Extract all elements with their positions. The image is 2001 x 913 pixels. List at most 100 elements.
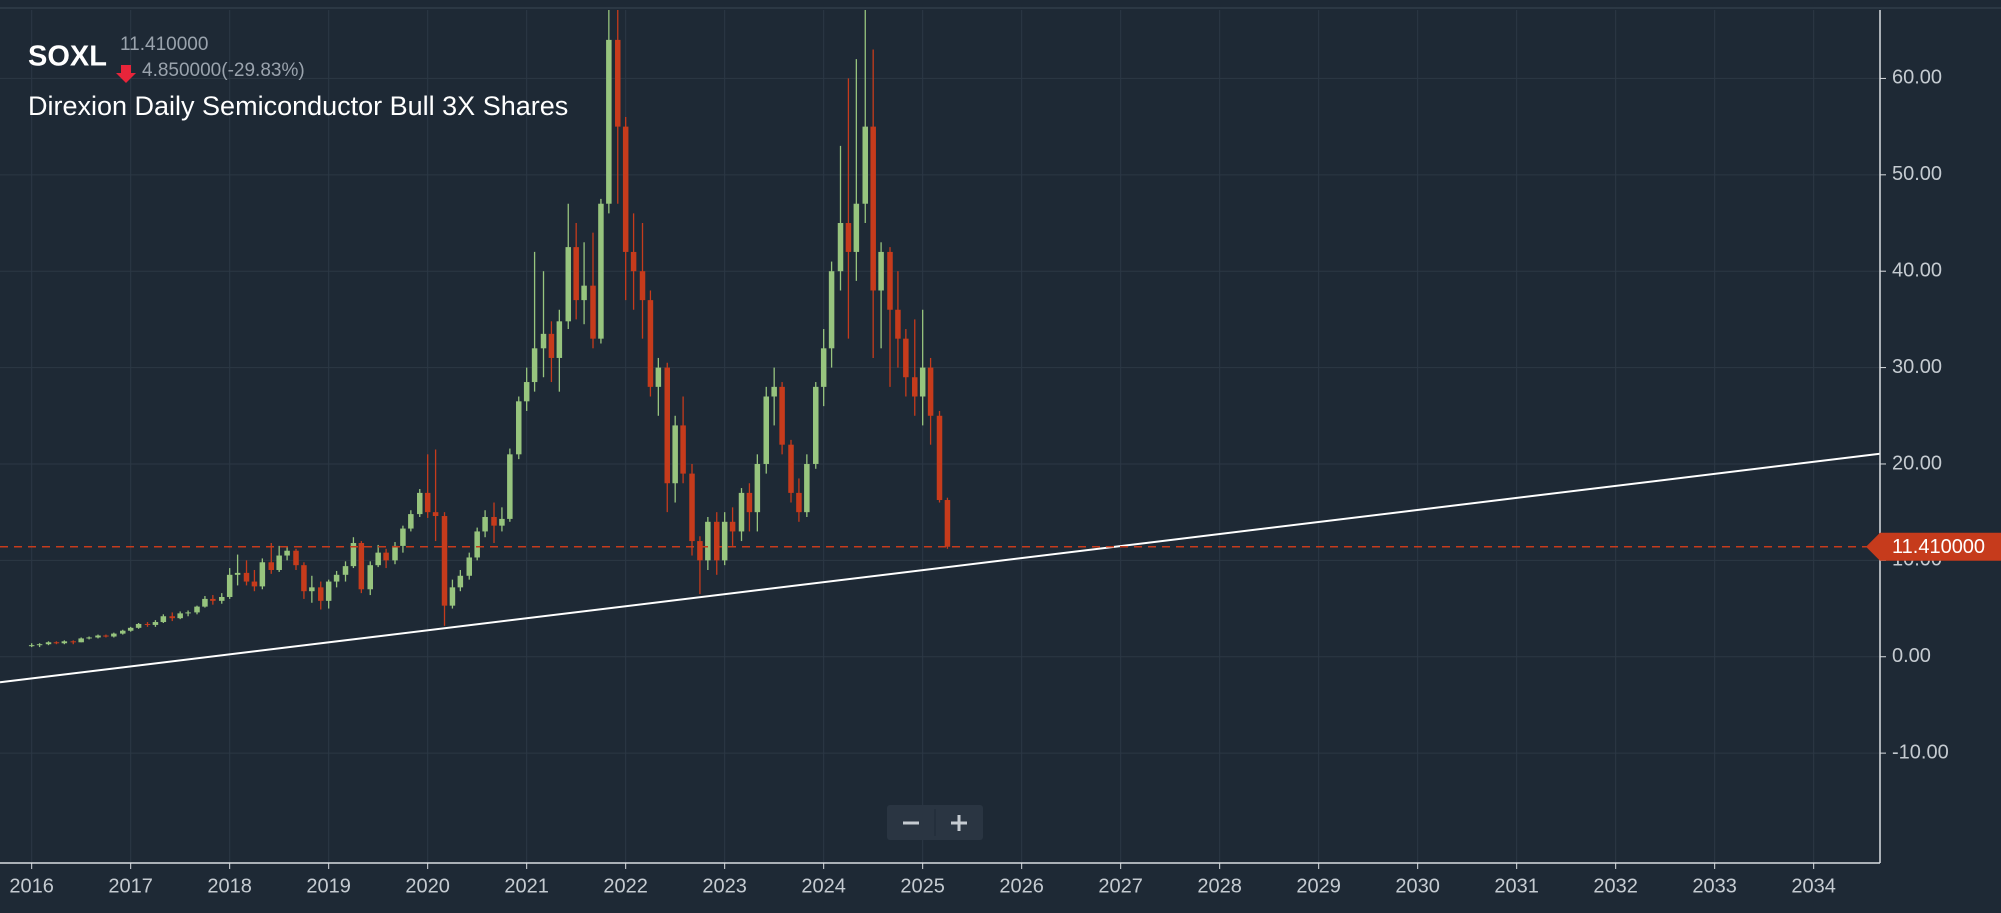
candle-body xyxy=(754,463,761,513)
trend-line xyxy=(0,452,1880,684)
candle-body xyxy=(226,574,233,597)
zoom-out-button[interactable] xyxy=(887,805,935,840)
candle-body xyxy=(499,518,505,526)
y-tick-label: 0.00 xyxy=(1892,645,1931,667)
candle-body xyxy=(870,126,876,291)
zoom-in-button[interactable] xyxy=(935,805,983,840)
y-tick-label: 40.00 xyxy=(1892,259,1942,281)
candle-body xyxy=(531,348,538,383)
candle-body xyxy=(61,641,68,644)
x-tick-label: 2032 xyxy=(1593,875,1638,897)
candle-body xyxy=(417,492,423,515)
candle-body xyxy=(449,587,456,606)
candle-body xyxy=(185,612,191,614)
subtitle: Direxion Daily Semiconductor Bull 3X Sha… xyxy=(28,91,568,121)
candle-body xyxy=(581,285,587,301)
candle-body xyxy=(169,616,176,619)
candle-body xyxy=(556,321,563,358)
candle-body xyxy=(862,126,869,204)
candle-body xyxy=(845,223,852,252)
candle-body xyxy=(293,550,299,566)
grid xyxy=(0,10,1880,863)
candle-body xyxy=(697,541,703,561)
candle-body xyxy=(912,377,918,397)
candle-body xyxy=(507,454,513,519)
candle-body xyxy=(804,463,810,513)
candle-body xyxy=(103,635,109,637)
last-price: 11.410000 xyxy=(120,34,208,55)
candle-body xyxy=(878,251,884,291)
candle-body xyxy=(853,203,860,252)
candle-body xyxy=(210,598,216,601)
candle-body xyxy=(622,126,629,252)
candle-body xyxy=(127,627,134,631)
x-tick-label: 2025 xyxy=(900,875,945,897)
candle-body xyxy=(358,543,365,590)
x-tick-label: 2030 xyxy=(1395,875,1440,897)
candle-body xyxy=(45,642,52,645)
candle-body xyxy=(36,644,43,646)
candle-body xyxy=(78,638,84,643)
candle-body xyxy=(383,552,389,561)
candle-body xyxy=(573,247,579,301)
candle-body xyxy=(177,613,183,619)
x-tick-label: 2021 xyxy=(504,875,549,897)
candle-body xyxy=(474,531,480,558)
candle-body xyxy=(243,572,250,582)
candle-body xyxy=(28,645,35,647)
candle-body xyxy=(721,521,728,561)
candle-body xyxy=(234,572,241,575)
candle-body xyxy=(729,521,736,532)
x-tick-label: 2026 xyxy=(999,875,1044,897)
change-percent: (-29.83%) xyxy=(221,60,304,81)
last-price-tag xyxy=(1866,532,2001,561)
candle-body xyxy=(350,543,357,567)
candle-body xyxy=(689,473,695,542)
candle-body xyxy=(367,565,374,590)
candle-body xyxy=(936,415,943,501)
candle-body xyxy=(457,575,464,588)
candle-body xyxy=(927,367,934,416)
candle-body xyxy=(120,630,126,634)
candle-body xyxy=(53,642,60,644)
x-tick-label: 2017 xyxy=(108,875,153,897)
x-tick-label: 2024 xyxy=(801,875,846,897)
candle-body xyxy=(392,545,398,561)
candle-body xyxy=(424,492,431,513)
x-tick-label: 2031 xyxy=(1494,875,1539,897)
candle-body xyxy=(895,309,901,339)
candle-body xyxy=(903,338,909,378)
candle-body xyxy=(309,587,315,592)
candle-body xyxy=(705,521,711,561)
candle-body xyxy=(325,581,332,601)
x-tick-label: 2020 xyxy=(405,875,450,897)
zoom-in-icon xyxy=(951,815,967,831)
candle-body xyxy=(202,598,208,607)
candle-body xyxy=(194,606,200,613)
x-tick-label: 2019 xyxy=(306,875,351,897)
candle-body xyxy=(738,492,745,532)
y-tick-label: 60.00 xyxy=(1892,67,1942,89)
y-tick-label: -10.00 xyxy=(1892,741,1949,763)
candle-body xyxy=(771,386,777,397)
y-tick-label: 30.00 xyxy=(1892,356,1942,378)
candle-body xyxy=(606,39,612,204)
down-arrow xyxy=(116,65,136,83)
x-tick-label: 2016 xyxy=(9,875,54,897)
candle-body xyxy=(523,382,530,402)
candle-body xyxy=(615,39,621,127)
x-tick-label: 2033 xyxy=(1692,875,1737,897)
candle-body xyxy=(919,367,926,397)
last-price-tag-label: 11.410000 xyxy=(1892,536,1985,558)
candle-body xyxy=(828,271,835,349)
candle-body xyxy=(144,623,151,625)
candle-body xyxy=(135,623,142,628)
candle-body xyxy=(333,574,340,582)
y-tick-label: 20.00 xyxy=(1892,452,1942,474)
candle-body xyxy=(491,516,497,526)
candle-body xyxy=(655,367,662,387)
candle-body xyxy=(276,555,282,570)
candle-body xyxy=(639,271,646,301)
candle-body xyxy=(540,333,547,349)
